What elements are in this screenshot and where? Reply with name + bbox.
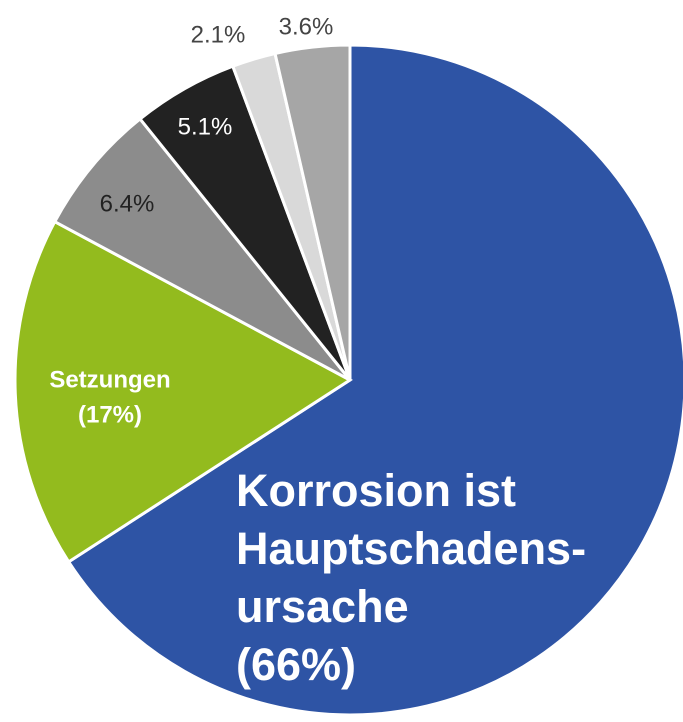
pie-slice [13, 219, 353, 564]
pie-slice [66, 43, 683, 717]
category-label: Setzungen [49, 366, 170, 393]
pie-slice [52, 116, 352, 382]
value-label: 6.4% [100, 190, 155, 217]
main-label-text: Korrosion ist Hauptschadens-ursache (66%) [236, 462, 676, 694]
value-label: 2.1% [191, 21, 246, 48]
pie-slice [273, 43, 352, 381]
category-label: Korrosion ist Hauptschadens-ursache [236, 465, 587, 632]
main-label: Korrosion ist Hauptschadens-ursache (66%) [236, 462, 676, 694]
value-label: (17%) [78, 401, 142, 428]
value-label: (66%) [236, 639, 357, 690]
value-label: 5.1% [178, 113, 233, 140]
value-label: 3.6% [279, 13, 334, 40]
